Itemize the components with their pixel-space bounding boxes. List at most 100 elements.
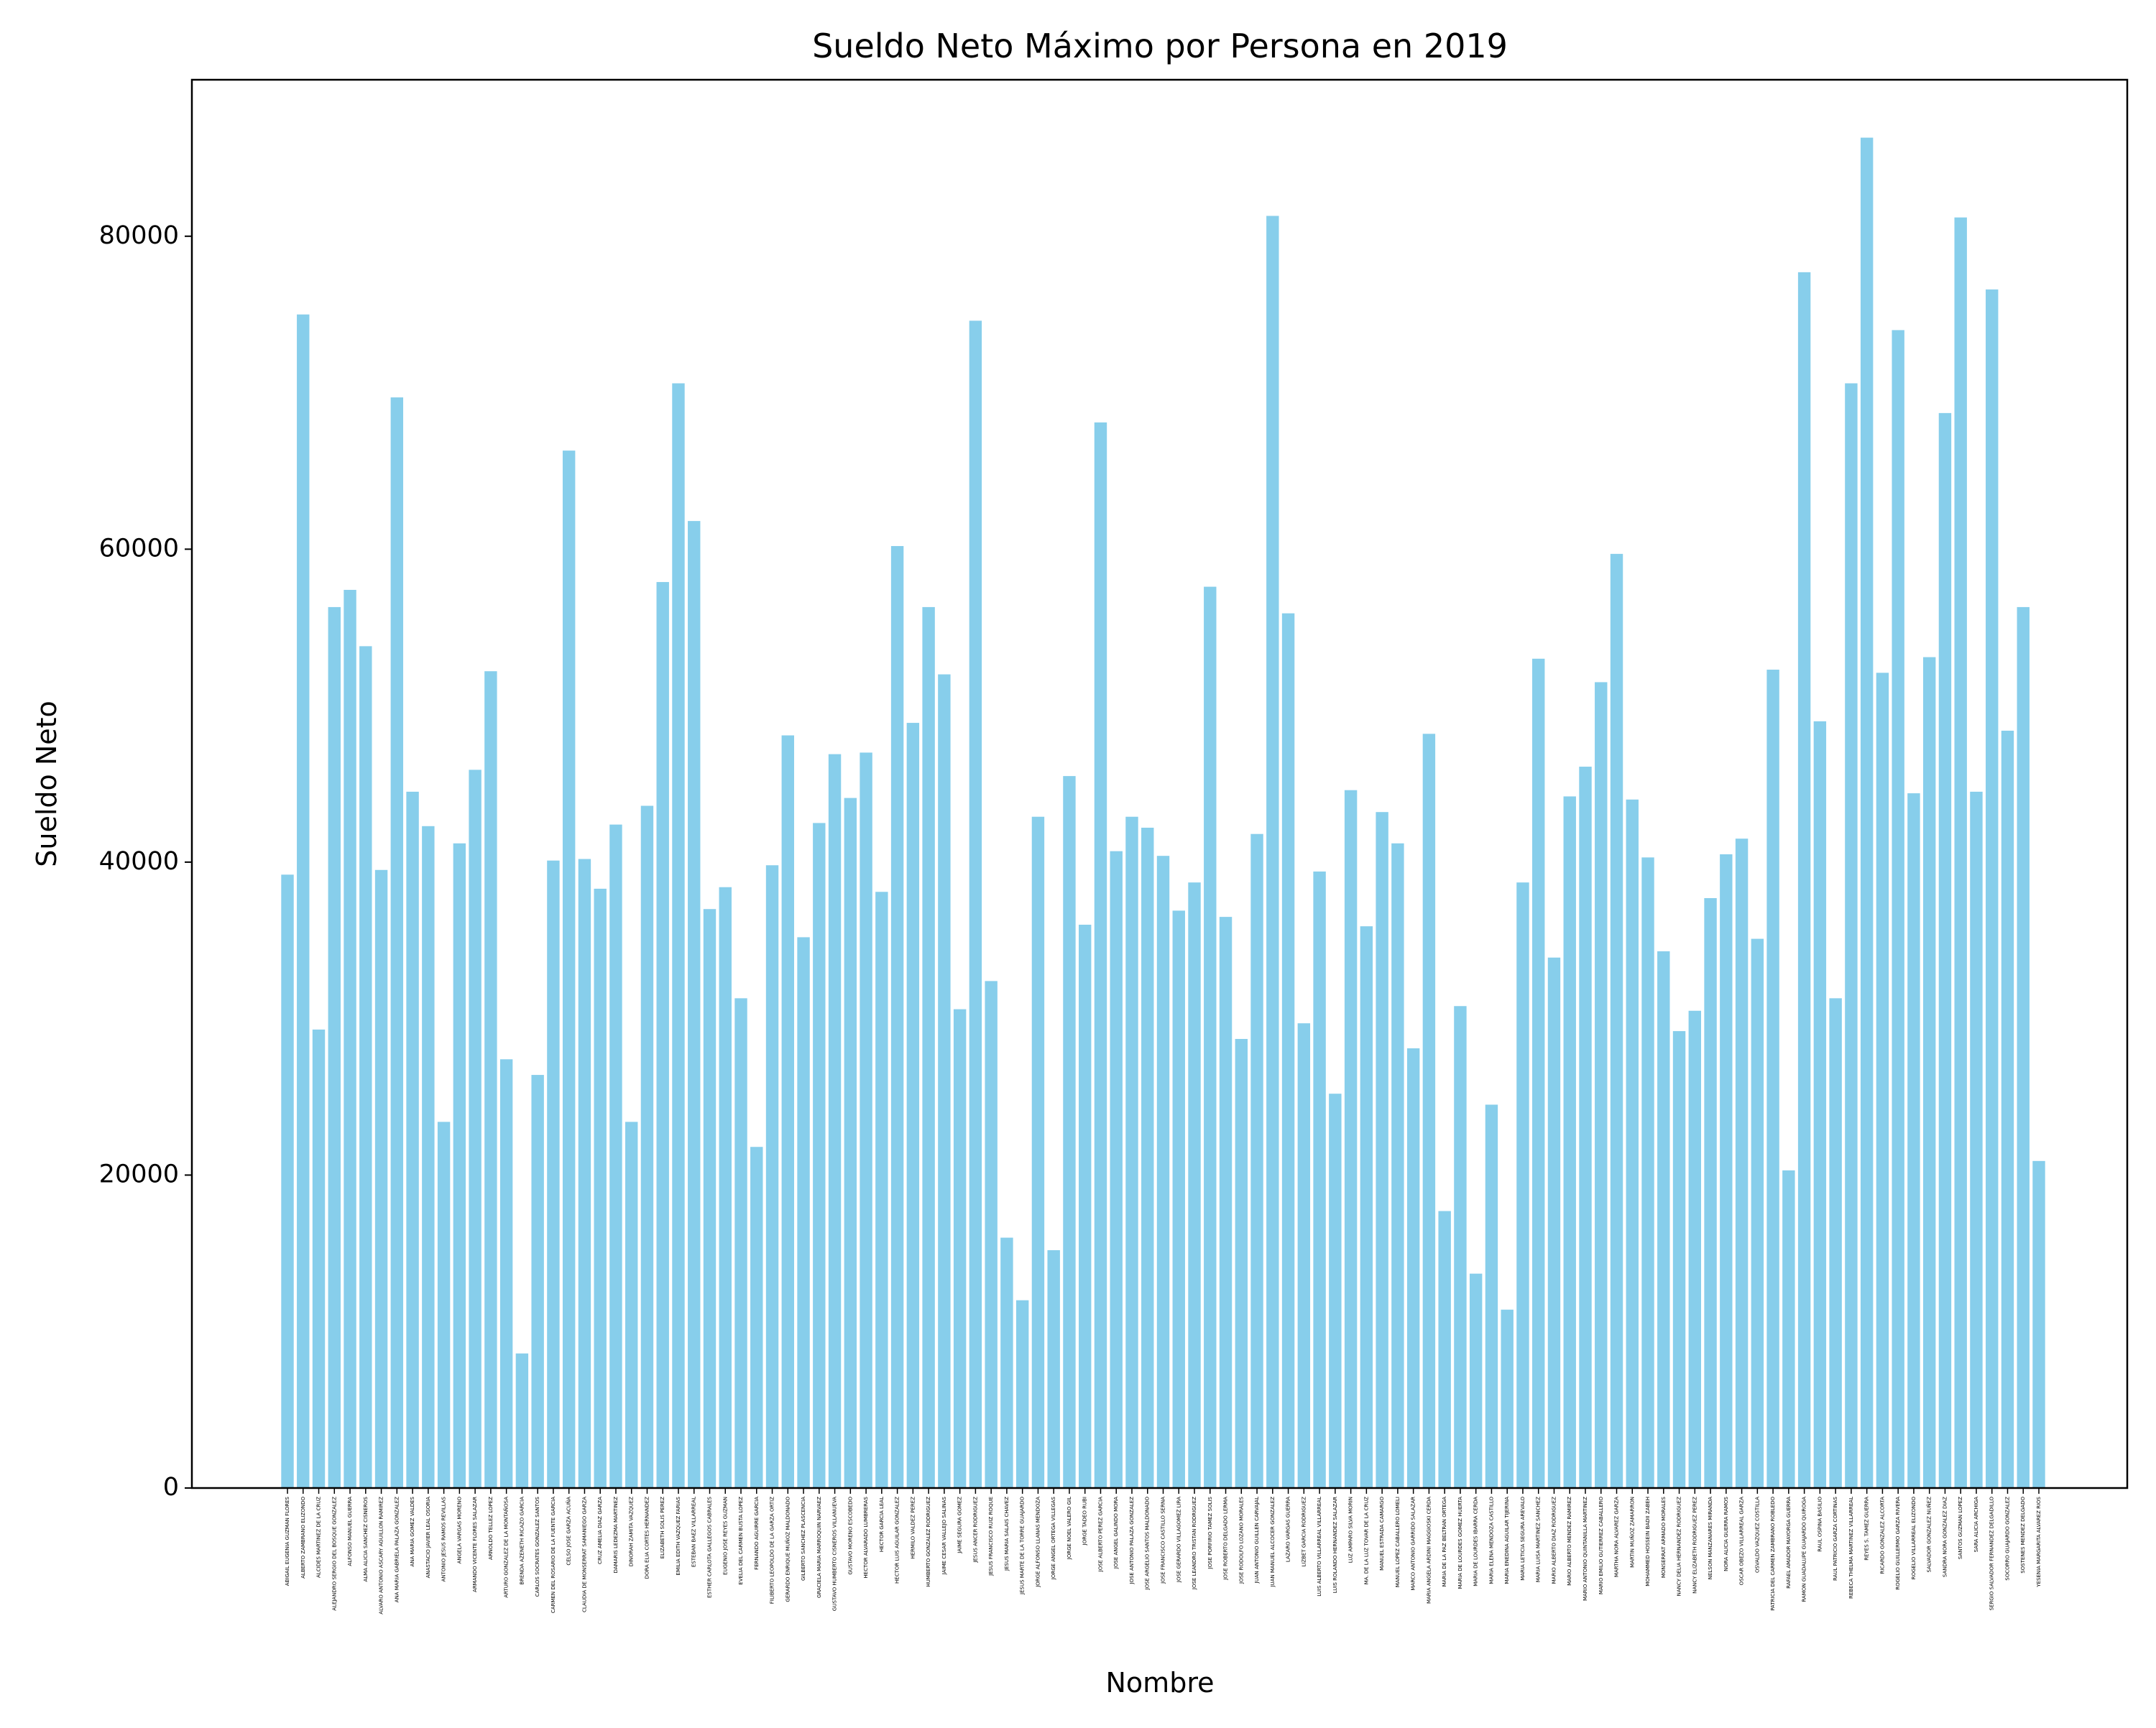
bar [969,320,982,1488]
bar [656,582,669,1488]
bar [1547,957,1561,1488]
bar [1657,951,1670,1488]
x-tick-label: JOSE PORFIRIO TAMEZ SOLIS [1207,1496,1213,1569]
x-tick-label: SOSTENES MENDEZ DELGADO [2020,1497,2026,1574]
x-tick-label: ALVARO ANTONIO ASCARY AGUILLON RAMIREZ [379,1497,384,1614]
bar [484,671,497,1489]
bar [499,1059,513,1488]
bar [1250,833,1263,1488]
bar [765,865,779,1488]
chart-title: Sueldo Neto Máximo por Persona en 2019 [812,27,1508,65]
x-tick-label: MARIA ENEDINA AGUILAR TIJERINA [1504,1497,1510,1584]
bar [1876,673,1889,1488]
plot-area-frame [190,78,2129,1489]
x-tick-label: MARIA LETICIA SEGURA AREVALO [1520,1497,1526,1581]
bar [1031,816,1045,1488]
bar [1204,586,1217,1488]
x-tick-label: ESTHER CARLOTA GALLEGOS CABRALES [706,1496,712,1598]
bar [1516,882,1529,1488]
bar [531,1075,544,1488]
x-axis: ABIGAIL EUGENIA GUZMAN FLORES ALBERTO ZAM… [285,1488,2042,1614]
x-tick-label: LUIS ALBERTO VILLARREAL VILLARREAL [1317,1497,1322,1597]
bar [1720,854,1733,1488]
bar [1970,791,1983,1488]
x-tick-label: JOSE ANGEL GALINDO MORA [1113,1497,1119,1569]
bar [2017,606,2030,1489]
bar [594,888,607,1488]
bar [1782,1170,1795,1488]
bar [906,723,920,1488]
bar [422,826,435,1488]
bar [453,843,466,1488]
x-tick-label: GUSTAVO HUMBERTO CISNEROS VILLANUEVA [832,1497,838,1611]
bar [1860,137,1874,1489]
x-tick-label: MARIO ALBERTO DIAZ RODRIGUEZ [1551,1497,1557,1584]
x-tick-label: ANA MARIA GOMEZ VALDES [410,1496,415,1566]
x-tick-label: MARTIN MUÑOZ ZAMARRON [1628,1497,1635,1568]
x-tick-label: NANCY DELIA HERNANDEZ RODRIGUEZ [1677,1497,1682,1597]
bar [1063,776,1076,1488]
x-tick-label: MONSERRAT ARMADO MORALES [1661,1496,1667,1578]
x-tick-label: CARMEN DEL ROSARIO DE LA FUENTE GARCIA [550,1497,556,1613]
bar [1501,1309,1514,1488]
x-tick-label: MARCO ANTONIO GARRIDO SALAZAR [1411,1497,1416,1591]
x-tick-label: JOSE FRANCISCO CASTILLO SERNA [1161,1497,1166,1584]
bar [1766,670,1779,1488]
x-tick-label: MARIA ANGELA ARDINI MAGGIOSKI CERDA [1426,1497,1432,1604]
x-tick-label: MARIA DE LA PAZ BELTRAN ORTEGA [1442,1497,1447,1587]
x-tick-label: LAZARO VARGAS GUERRA [1286,1497,1291,1562]
x-tick-label: YESENIA MARGARITA ALVAREZ RIOS [2036,1496,2042,1587]
x-tick-label: MA. DE LA LUZ TOVAR DE LA CRUZ [1363,1497,1369,1585]
x-tick-label: ARTURO GONZALEZ DE LA MONTAÑOSA [503,1497,510,1598]
bar [1751,938,1764,1488]
x-tick-label: LIZBET GARCIA RODRIGUEZ [1301,1497,1307,1567]
bar [1156,856,1170,1488]
x-tick-label: JOSE RODOLFO LOZANO MORALES [1238,1496,1244,1584]
bar [390,397,404,1488]
bar [1735,838,1749,1488]
x-tick-label: ALBERTO ZAMBRANO ELIZONDO [300,1497,306,1579]
x-tick-label: MARIO ALBERTO MENDEZ RAMIREZ [1567,1497,1572,1586]
bar [1360,926,1373,1488]
x-tick-label: HERMILO VALDEZ PEREZ [910,1497,916,1559]
x-tick-label: GERARDO ENRIQUE MUÑOZ MALDONADO [784,1497,791,1602]
bar [953,1009,967,1488]
x-tick-label: SALVADOR GONZALEZ NUÑEZ [1926,1497,1932,1573]
bar [828,754,842,1488]
bar [1922,657,1936,1488]
bar [344,589,356,1489]
x-tick-label: ALCIDES MARTINEZ DE LA CRUZ [316,1497,322,1578]
x-tick-label: JESUS MARTE DE LA TORRE GUAJARDO [1020,1497,1026,1595]
x-tick-label: BRENDA AZENETH RICAZO GARCIA [519,1497,525,1585]
bar [437,1122,451,1488]
x-tick-label: ARNOLDO TELLEZ LOPEZ [488,1497,494,1560]
x-tick-label: JAIME CESAR VALLEJO SALINAS [941,1496,947,1575]
x-tick-label: JAIME SEGURA GOMEZ [957,1497,963,1554]
bar [406,791,419,1488]
bar [985,981,998,1488]
x-tick-label: FERNANDO AGUIRRE GARCIA [754,1497,760,1570]
bar [1813,721,1827,1488]
bar [860,752,872,1488]
x-tick-label: DINORAH ZAMITA VAZQUEZ [629,1497,635,1566]
bar [890,545,904,1488]
x-tick-label: DORA ELIA CORTES HERNANDEZ [644,1497,650,1579]
x-tick-label: SARA ALICIA ARCHIGA [1973,1497,1979,1553]
x-tick-label: GUSTAVO MORENO ESCOBEDO [847,1497,853,1575]
bar [469,770,482,1488]
bar [1563,796,1576,1488]
x-tick-label: PATRICIA DEL CARMEN ZAMBRANO ROBLEDO [1770,1497,1776,1611]
x-tick-label: ALMA ALICIA SANCHEZ CISNEROS [363,1496,369,1581]
bar [797,937,810,1488]
bar [1938,412,1952,1488]
x-tick-label: SANDRA NORA GONZALEZ DIAZ [1942,1497,1948,1577]
bar [922,606,935,1489]
x-tick-label: MANUEL LOPEZ CABALLERO LOMELI [1395,1497,1401,1587]
bar [734,998,747,1488]
x-tick-label: ELIZABETH SOLIS PEREZ [660,1497,665,1558]
x-tick-label: HECTOR LUIS AGUILAR GONZALEZ [895,1497,900,1584]
x-tick-label: JOSE ANTONIO PALAZA GONZALEZ [1129,1497,1135,1585]
bar [1845,383,1858,1488]
